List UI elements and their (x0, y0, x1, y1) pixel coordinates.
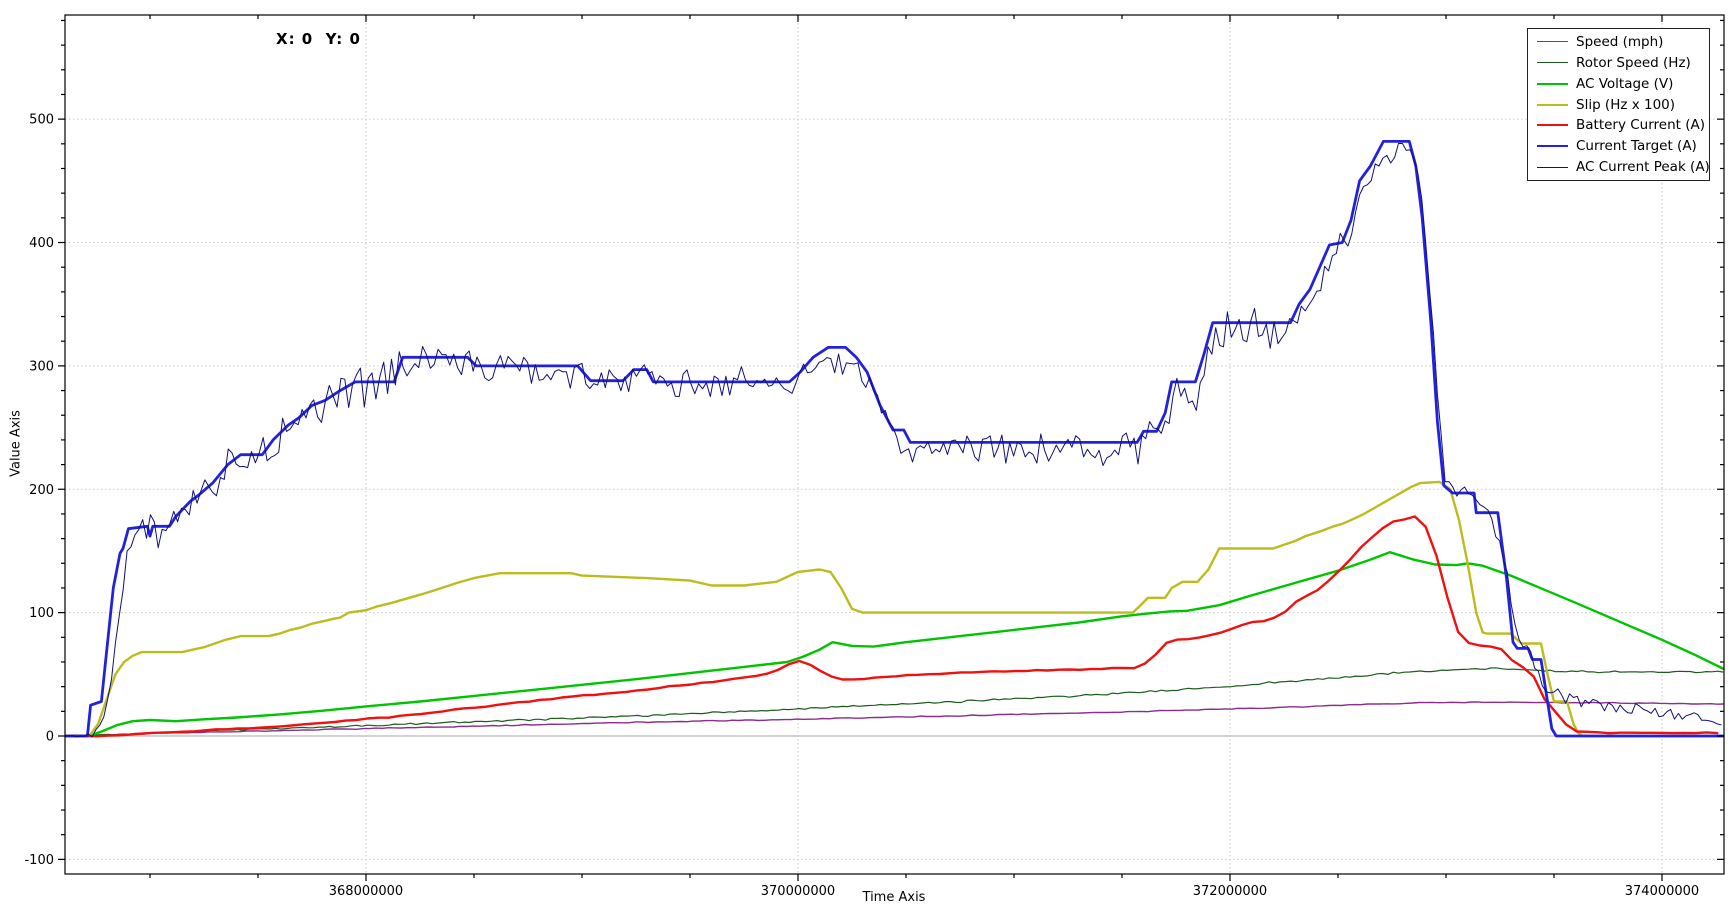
legend[interactable]: Speed (mph) Rotor Speed (Hz) AC Voltage (V… (1527, 28, 1710, 181)
tick-labels: -100 0 100 200 300 400 500 368000000 370000000 37… (24, 113, 1699, 899)
y-tick-label: 100 (29, 606, 54, 621)
legend-entry-battery[interactable]: Battery Current (A) (1537, 115, 1709, 135)
legend-swatch-speed (1537, 41, 1568, 43)
y-tick-label: 500 (29, 113, 54, 128)
series-ac-voltage-v (65, 551, 1724, 738)
series-ac-current-peak-a (65, 142, 1722, 738)
legend-label: AC Voltage (V) (1576, 75, 1674, 92)
legend-label: AC Current Peak (A) (1576, 159, 1710, 176)
legend-entry-acpeak[interactable]: AC Current Peak (A) (1537, 157, 1710, 177)
axis-ticks (58, 15, 1724, 881)
x-tick-label: 372000000 (1193, 884, 1267, 899)
legend-swatch-acpeak (1537, 166, 1568, 168)
x-tick-label: 374000000 (1625, 884, 1699, 899)
y-tick-label: 400 (29, 236, 54, 251)
legend-swatch-slip (1537, 103, 1568, 106)
series-rotor-speed-hz (65, 667, 1724, 737)
legend-entry-acvolt[interactable]: AC Voltage (V) (1537, 74, 1709, 94)
legend-entry-slip[interactable]: Slip (Hz x 100) (1537, 95, 1709, 115)
plot-border (64, 14, 1725, 875)
series-battery-current-a (65, 515, 1719, 738)
legend-label: Slip (Hz x 100) (1576, 96, 1676, 113)
y-tick-label: 200 (29, 483, 54, 498)
legend-label: Battery Current (A) (1576, 117, 1706, 134)
legend-label: Rotor Speed (Hz) (1576, 54, 1691, 71)
legend-swatch-rotor (1537, 62, 1568, 64)
x-axis-title: Time Axis (862, 890, 926, 905)
y-tick-label: 0 (46, 730, 54, 745)
series-group (65, 140, 1724, 738)
legend-entry-rotor[interactable]: Rotor Speed (Hz) (1537, 53, 1709, 73)
y-tick-label: 300 (29, 359, 54, 374)
series-speed-mph (65, 701, 1724, 737)
series-current-target-a (65, 140, 1724, 738)
y-axis-title: Value Axis (8, 410, 24, 477)
series-slip-hz-x-100 (65, 480, 1724, 738)
gridlines (65, 15, 1724, 874)
x-tick-label: 370000000 (761, 884, 835, 899)
legend-label: Current Target (A) (1576, 138, 1697, 155)
legend-swatch-target (1537, 145, 1568, 148)
legend-swatch-acvolt (1537, 82, 1568, 85)
legend-swatch-battery (1537, 124, 1568, 127)
legend-label: Speed (mph) (1576, 33, 1664, 50)
y-tick-label: -100 (24, 853, 54, 868)
cursor-readout: X: 0 Y: 0 (276, 30, 361, 48)
legend-entry-target[interactable]: Current Target (A) (1537, 136, 1709, 156)
legend-entry-speed[interactable]: Speed (mph) (1537, 32, 1709, 52)
x-tick-label: 368000000 (329, 884, 403, 899)
